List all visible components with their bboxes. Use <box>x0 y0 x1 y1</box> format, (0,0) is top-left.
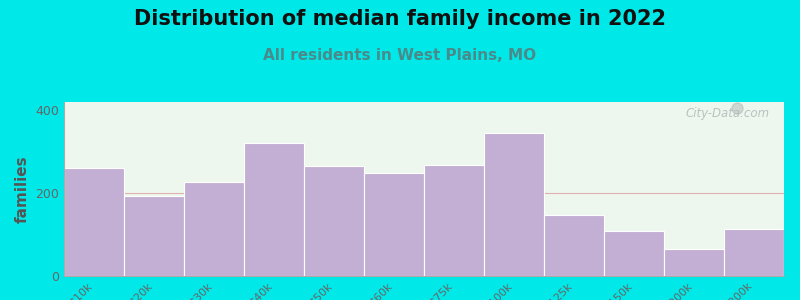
Bar <box>244 143 304 276</box>
Bar <box>424 165 484 276</box>
Bar <box>184 182 244 276</box>
Bar <box>484 133 544 276</box>
Bar <box>124 196 184 276</box>
Bar <box>724 229 784 276</box>
Bar <box>604 231 664 276</box>
Text: Distribution of median family income in 2022: Distribution of median family income in … <box>134 9 666 29</box>
Bar <box>364 173 424 276</box>
Bar <box>304 166 364 276</box>
Y-axis label: families: families <box>14 155 30 223</box>
Bar <box>664 249 724 276</box>
Bar <box>64 168 124 276</box>
Bar <box>544 215 604 276</box>
Text: City-Data.com: City-Data.com <box>686 107 770 120</box>
Text: All residents in West Plains, MO: All residents in West Plains, MO <box>263 48 537 63</box>
